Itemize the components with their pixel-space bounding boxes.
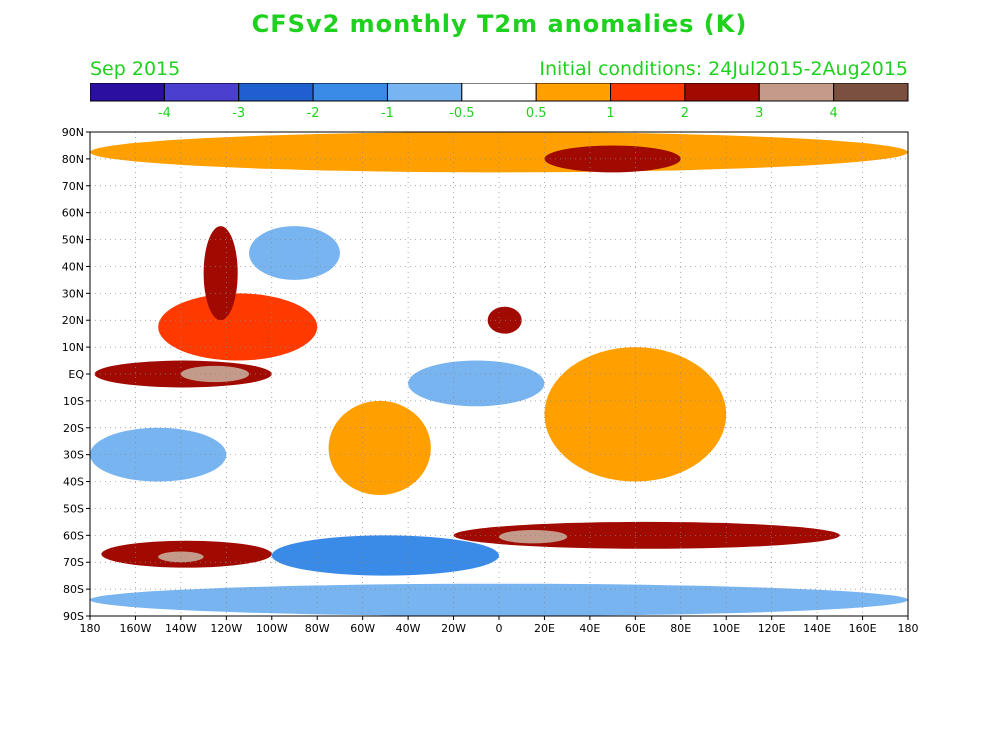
lon-tick-label: 40W — [396, 622, 421, 635]
forecast-period: Sep 2015 — [90, 58, 181, 80]
anomaly-region — [487, 306, 522, 334]
lat-tick-label: 40S — [63, 476, 84, 489]
lon-tick-label: 100E — [712, 622, 740, 635]
lat-tick-label: 10N — [62, 341, 84, 354]
lat-tick-label: 80S — [63, 583, 84, 596]
colorbar-swatch — [535, 83, 612, 102]
colorbar-tick-label: -1 — [381, 106, 394, 119]
colorbar-tick-label: 3 — [755, 106, 763, 119]
anomaly-region — [158, 551, 204, 563]
colorbar-tick-label: 4 — [829, 106, 837, 119]
anomaly-region — [498, 529, 568, 544]
lon-tick-label: 120W — [210, 622, 242, 635]
anomaly-region — [158, 293, 318, 361]
anomaly-region — [90, 427, 227, 482]
anomaly-region — [180, 365, 250, 383]
lat-tick-label: 90N — [62, 126, 84, 139]
lat-tick-label: 50S — [63, 502, 84, 515]
lat-tick-label: 60S — [63, 529, 84, 542]
lat-tick-label: 30N — [62, 287, 84, 300]
lon-tick-label: 100W — [256, 622, 288, 635]
colorbar-swatch — [684, 83, 760, 102]
colorbar-swatch — [90, 83, 165, 102]
colorbar-swatch — [163, 83, 240, 102]
lat-tick-label: 90S — [63, 610, 84, 623]
colorbar-tick-label: -4 — [158, 106, 171, 119]
lon-tick-label: 0 — [496, 622, 503, 635]
anomaly-region — [408, 360, 545, 407]
lat-tick-label: 80N — [62, 153, 84, 166]
colorbar-tick-label: 0.5 — [526, 106, 547, 119]
lat-tick-label: 40N — [62, 260, 84, 273]
lon-tick-label: 40E — [579, 622, 600, 635]
anomaly-region — [203, 226, 238, 321]
lon-tick-label: 160E — [849, 622, 877, 635]
lon-tick-label: 180 — [80, 622, 101, 635]
map-title: CFSv2 monthly T2m anomalies (K) — [251, 10, 748, 38]
colorbar-tick-label: -0.5 — [449, 106, 474, 119]
lon-tick-label: 80W — [305, 622, 330, 635]
anomaly-region — [249, 226, 340, 280]
lon-tick-label: 80E — [670, 622, 691, 635]
lon-tick-label: 120E — [758, 622, 786, 635]
lon-tick-label: 20E — [534, 622, 555, 635]
lon-tick-label: 160W — [120, 622, 152, 635]
anomaly-region — [328, 400, 431, 496]
colorbar-tick-label: 2 — [681, 106, 689, 119]
colorbar-swatch — [312, 83, 388, 102]
lat-tick-label: 30S — [63, 449, 84, 462]
colorbar-tick-label: -3 — [232, 106, 245, 119]
initial-conditions: Initial conditions: 24Jul2015-2Aug2015 — [539, 58, 908, 80]
colorbar-swatch — [386, 83, 463, 102]
colorbar-swatch — [758, 83, 835, 102]
colorbar-swatch — [610, 83, 686, 102]
lon-tick-label: 60W — [350, 622, 375, 635]
lat-tick-label: EQ — [68, 368, 84, 381]
colorbar-swatch — [833, 83, 909, 102]
lat-tick-label: 60N — [62, 207, 84, 220]
lat-tick-label: 50N — [62, 234, 84, 247]
anomaly-region — [90, 583, 908, 616]
lon-tick-label: 140E — [803, 622, 831, 635]
lat-tick-label: 10S — [63, 395, 84, 408]
lat-tick-label: 70N — [62, 180, 84, 193]
lat-tick-label: 70S — [63, 556, 84, 569]
anomaly-region — [544, 145, 681, 173]
colorbar-swatch — [238, 83, 314, 102]
lon-tick-label: 180 — [898, 622, 919, 635]
lat-tick-label: 20S — [63, 422, 84, 435]
colorbar-tick-label: 1 — [606, 106, 614, 119]
anomaly-region — [271, 535, 499, 576]
lon-tick-label: 60E — [625, 622, 646, 635]
lon-tick-label: 20W — [441, 622, 466, 635]
colorbar-swatch — [461, 83, 537, 102]
lon-tick-label: 140W — [165, 622, 197, 635]
lat-tick-label: 20N — [62, 314, 84, 327]
colorbar: -4 -3 -2 -1 -0.5 0.5 1 2 3 4 — [90, 83, 909, 119]
colorbar-tick-label: -2 — [307, 106, 320, 119]
temperature-anomaly-map: 90N 80N 70N 60N 50N 40N 30N 20N 10N EQ 10S 20S 30S 40… — [62, 126, 919, 635]
